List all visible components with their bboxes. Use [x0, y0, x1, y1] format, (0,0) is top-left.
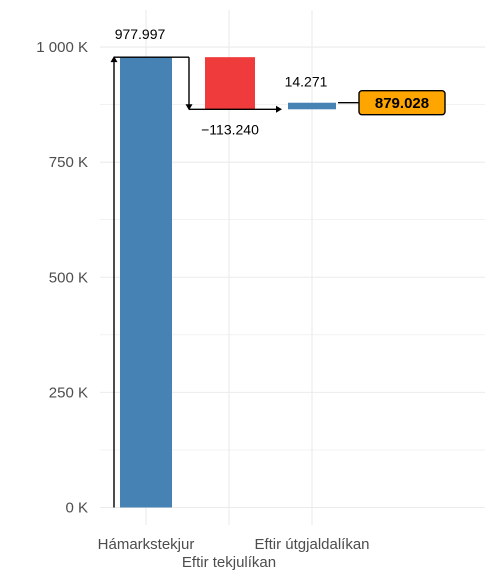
x-tick-label: Eftir útgjaldalíkan — [254, 536, 369, 553]
data-label-hamarkstekjur: 977.997 — [115, 26, 166, 42]
y-tick-label: 1 000 K — [36, 39, 88, 56]
final-value-label: 879.028 — [375, 95, 429, 112]
x-tick-label: Eftir tekjulíkan — [182, 554, 276, 571]
y-axis: 0 K 250 K 500 K 750 K 1 000 K — [36, 39, 88, 516]
data-label-eftir-utgjaldalikan: 14.271 — [285, 74, 328, 90]
y-tick-label: 750 K — [49, 154, 88, 171]
bar-eftir-utgjaldalikan — [288, 103, 336, 110]
y-tick-label: 0 K — [65, 499, 88, 516]
arrowhead-connector-eftir-tekjulikan — [276, 106, 282, 113]
bar-hamarkstekjur — [120, 57, 172, 507]
y-tick-label: 500 K — [49, 269, 88, 286]
data-label-eftir-tekjulikan: −113.240 — [201, 121, 259, 137]
bar-eftir-tekjulikan — [205, 57, 255, 109]
y-tick-label: 250 K — [49, 384, 88, 401]
x-tick-label: Hámarkstekjur — [98, 536, 195, 553]
